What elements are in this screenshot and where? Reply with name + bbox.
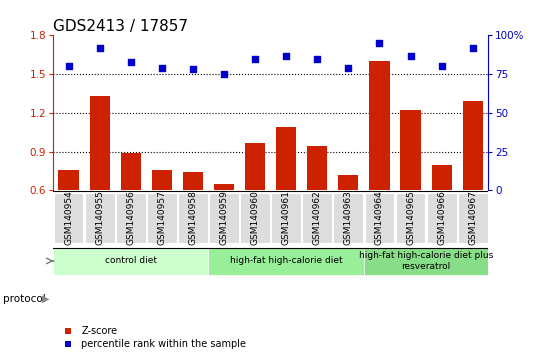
Text: GSM140964: GSM140964 — [375, 191, 384, 245]
FancyBboxPatch shape — [364, 248, 488, 275]
Bar — [121, 153, 141, 268]
Text: high-fat high-calorie diet: high-fat high-calorie diet — [230, 256, 343, 266]
Point — [126, 59, 135, 64]
Text: high-fat high-calorie diet plus
resveratrol: high-fat high-calorie diet plus resverat… — [359, 251, 493, 270]
FancyBboxPatch shape — [54, 193, 84, 244]
FancyBboxPatch shape — [427, 193, 456, 244]
FancyBboxPatch shape — [396, 193, 425, 244]
Text: GSM140963: GSM140963 — [344, 190, 353, 245]
FancyBboxPatch shape — [240, 193, 270, 244]
Text: GSM140966: GSM140966 — [437, 190, 446, 245]
Point — [251, 56, 259, 62]
Bar — [214, 184, 234, 268]
Text: GSM140960: GSM140960 — [251, 190, 259, 245]
Bar — [89, 96, 110, 268]
Point — [437, 64, 446, 69]
Text: GSM140959: GSM140959 — [219, 190, 228, 245]
Point — [282, 53, 291, 58]
FancyBboxPatch shape — [147, 193, 177, 244]
Point — [64, 64, 73, 69]
Text: GSM140962: GSM140962 — [313, 191, 322, 245]
Bar — [307, 147, 328, 268]
Text: GSM140961: GSM140961 — [282, 190, 291, 245]
Point — [375, 40, 384, 46]
Bar — [152, 170, 172, 268]
FancyBboxPatch shape — [209, 248, 364, 275]
Bar — [369, 61, 389, 268]
FancyBboxPatch shape — [85, 193, 114, 244]
Text: ▶: ▶ — [42, 294, 50, 304]
Point — [157, 65, 166, 71]
Text: GSM140967: GSM140967 — [468, 190, 477, 245]
Point — [189, 67, 198, 72]
Point — [344, 65, 353, 71]
FancyBboxPatch shape — [302, 193, 332, 244]
Text: protocol: protocol — [3, 294, 46, 304]
Text: GSM140956: GSM140956 — [126, 190, 135, 245]
Bar — [338, 175, 358, 268]
FancyBboxPatch shape — [458, 193, 488, 244]
Bar — [463, 101, 483, 268]
Bar — [59, 170, 79, 268]
FancyBboxPatch shape — [53, 248, 209, 275]
Bar — [245, 143, 265, 268]
Bar — [401, 110, 421, 268]
FancyBboxPatch shape — [178, 193, 208, 244]
FancyBboxPatch shape — [334, 193, 363, 244]
FancyBboxPatch shape — [116, 193, 146, 244]
Bar — [276, 127, 296, 268]
Text: GSM140958: GSM140958 — [189, 190, 198, 245]
Text: GSM140954: GSM140954 — [64, 191, 73, 245]
Text: GDS2413 / 17857: GDS2413 / 17857 — [53, 19, 188, 34]
Point — [468, 45, 477, 51]
Point — [406, 53, 415, 58]
Point — [313, 56, 322, 62]
Bar — [183, 172, 203, 268]
FancyBboxPatch shape — [364, 193, 395, 244]
Text: GSM140955: GSM140955 — [95, 190, 104, 245]
Point — [95, 45, 104, 51]
Text: GSM140957: GSM140957 — [157, 190, 166, 245]
Text: GSM140965: GSM140965 — [406, 190, 415, 245]
Legend: Z-score, percentile rank within the sample: Z-score, percentile rank within the samp… — [58, 326, 246, 349]
FancyBboxPatch shape — [209, 193, 239, 244]
FancyBboxPatch shape — [271, 193, 301, 244]
Bar — [431, 165, 452, 268]
Text: control diet: control diet — [105, 256, 157, 266]
Point — [219, 71, 228, 77]
